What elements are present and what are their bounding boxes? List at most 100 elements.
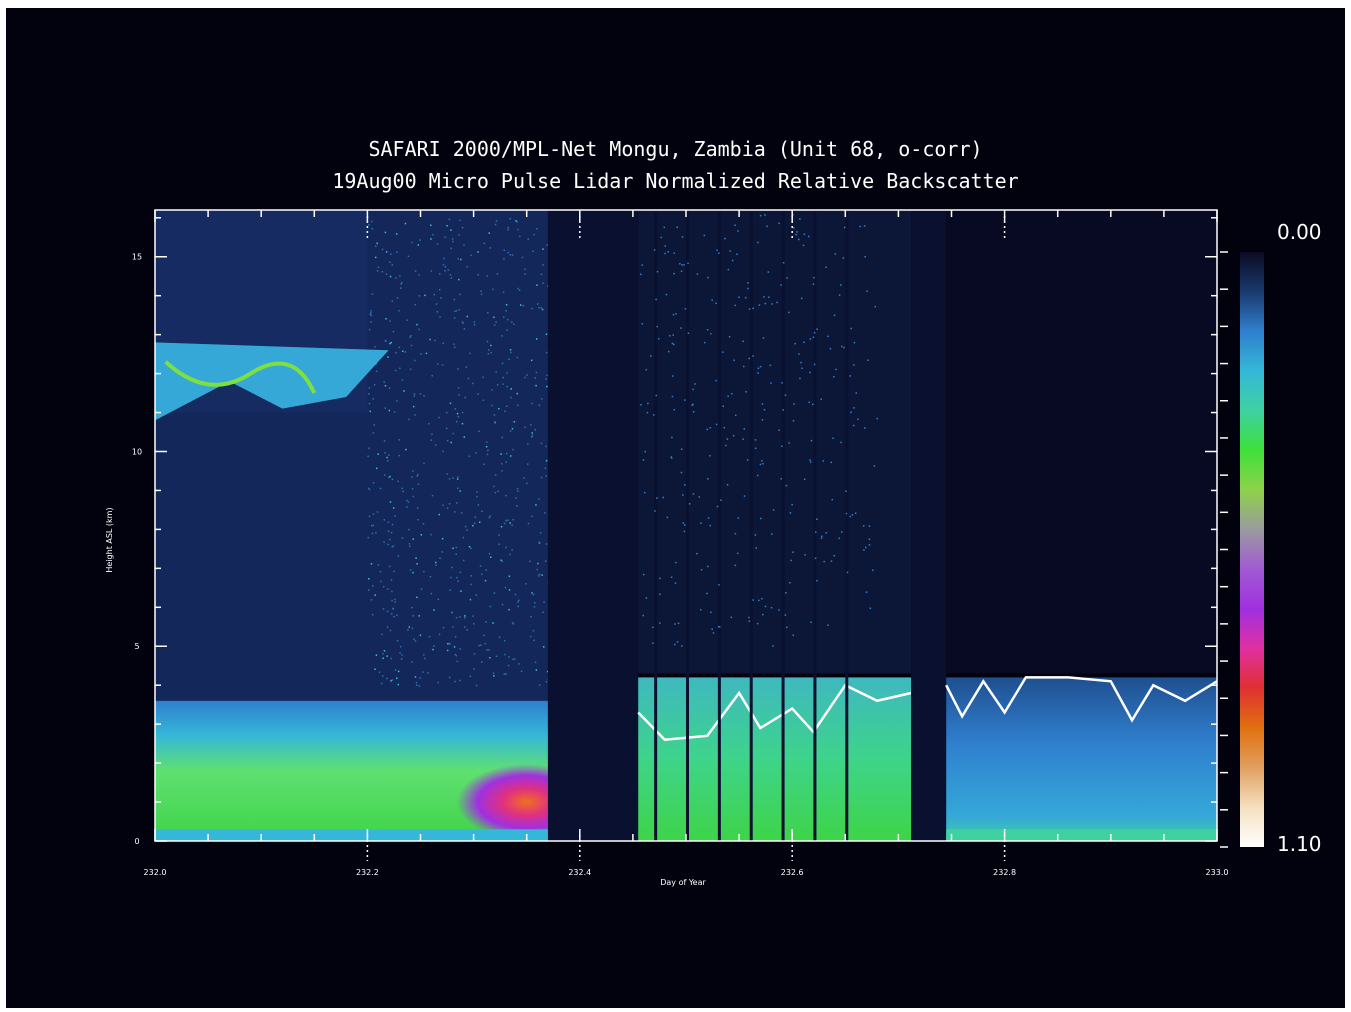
noise-speck: [475, 684, 478, 687]
noise-speck: [692, 403, 694, 406]
noise-speck: [456, 478, 459, 480]
noise-speck: [756, 622, 759, 625]
noise-speck: [771, 303, 773, 305]
noise-speck: [484, 579, 487, 582]
noise-speck: [748, 616, 750, 619]
noise-speck: [464, 525, 467, 528]
segment-3-surface-layer: [946, 829, 1217, 841]
noise-speck: [462, 322, 465, 324]
noise-speck: [758, 304, 761, 306]
noise-speck: [778, 429, 780, 431]
noise-speck: [865, 591, 868, 593]
noise-speck: [395, 233, 398, 235]
noise-speck: [469, 352, 471, 355]
noise-speck: [429, 575, 432, 578]
noise-speck: [473, 623, 475, 625]
noise-speck: [500, 559, 503, 561]
noise-speck: [712, 632, 715, 634]
noise-speck: [545, 333, 548, 335]
noise-speck: [512, 658, 514, 661]
noise-speck: [372, 513, 375, 515]
noise-speck: [506, 372, 508, 374]
noise-speck: [767, 296, 770, 298]
noise-speck: [718, 252, 720, 254]
noise-speck: [519, 235, 521, 238]
noise-speck: [430, 592, 433, 595]
segment-2-dropout: [717, 210, 721, 841]
noise-speck: [821, 535, 823, 538]
noise-speck: [395, 369, 397, 372]
noise-speck: [459, 616, 461, 618]
noise-speck: [399, 287, 402, 289]
noise-speck: [852, 424, 855, 427]
noise-speck: [493, 324, 496, 326]
noise-speck: [457, 278, 460, 281]
noise-speck: [408, 626, 411, 628]
noise-speck: [671, 375, 674, 377]
noise-speck: [507, 228, 509, 231]
noise-speck: [456, 502, 458, 504]
y-tick-label: 0: [134, 837, 139, 846]
x-tick-label: 232.6: [781, 868, 804, 877]
noise-speck: [674, 582, 677, 584]
noise-speck: [466, 265, 468, 268]
noise-speck: [404, 222, 407, 225]
noise-speck: [672, 343, 675, 346]
noise-speck: [784, 394, 787, 396]
noise-speck: [456, 660, 459, 663]
noise-speck: [411, 627, 414, 630]
segment-2-dropout: [686, 210, 689, 841]
noise-speck: [458, 394, 460, 396]
noise-speck: [868, 538, 871, 541]
noise-speck: [492, 288, 494, 291]
noise-speck: [398, 454, 401, 457]
noise-speck: [454, 680, 456, 683]
noise-speck: [770, 606, 773, 609]
noise-speck: [500, 453, 502, 455]
noise-speck: [438, 633, 441, 636]
noise-speck: [411, 606, 413, 609]
noise-speck: [715, 302, 717, 305]
noise-speck: [529, 635, 532, 638]
noise-speck: [516, 505, 518, 507]
noise-speck: [517, 287, 519, 290]
noise-speck: [533, 639, 535, 642]
noise-speck: [745, 391, 747, 393]
noise-speck: [391, 523, 394, 526]
noise-speck: [399, 651, 401, 654]
noise-speck: [700, 522, 702, 524]
noise-speck: [477, 393, 479, 395]
noise-speck: [382, 657, 384, 660]
noise-speck: [812, 336, 815, 339]
noise-speck: [401, 654, 403, 656]
noise-speck: [457, 487, 459, 490]
noise-speck: [672, 334, 674, 336]
noise-speck: [755, 547, 757, 549]
noise-speck: [517, 599, 520, 602]
noise-speck: [516, 404, 519, 407]
noise-speck: [869, 607, 872, 610]
noise-speck: [732, 434, 735, 437]
noise-speck: [754, 534, 757, 536]
noise-speck: [491, 389, 493, 391]
noise-speck: [407, 255, 410, 258]
segment-3-upper: [946, 210, 1217, 674]
noise-speck: [813, 331, 816, 334]
noise-speck: [752, 355, 754, 357]
noise-speck: [393, 570, 395, 573]
noise-speck: [650, 355, 652, 357]
noise-speck: [455, 616, 458, 619]
noise-speck: [416, 596, 418, 599]
noise-speck: [480, 293, 483, 296]
noise-speck: [835, 368, 837, 371]
noise-speck: [542, 248, 544, 250]
noise-speck: [374, 345, 376, 348]
noise-speck: [466, 629, 468, 631]
noise-speck: [509, 349, 512, 351]
noise-speck: [401, 379, 404, 381]
noise-speck: [394, 669, 397, 671]
noise-speck: [665, 293, 668, 296]
noise-speck: [502, 376, 504, 379]
noise-speck: [715, 379, 717, 382]
noise-speck: [653, 249, 656, 251]
